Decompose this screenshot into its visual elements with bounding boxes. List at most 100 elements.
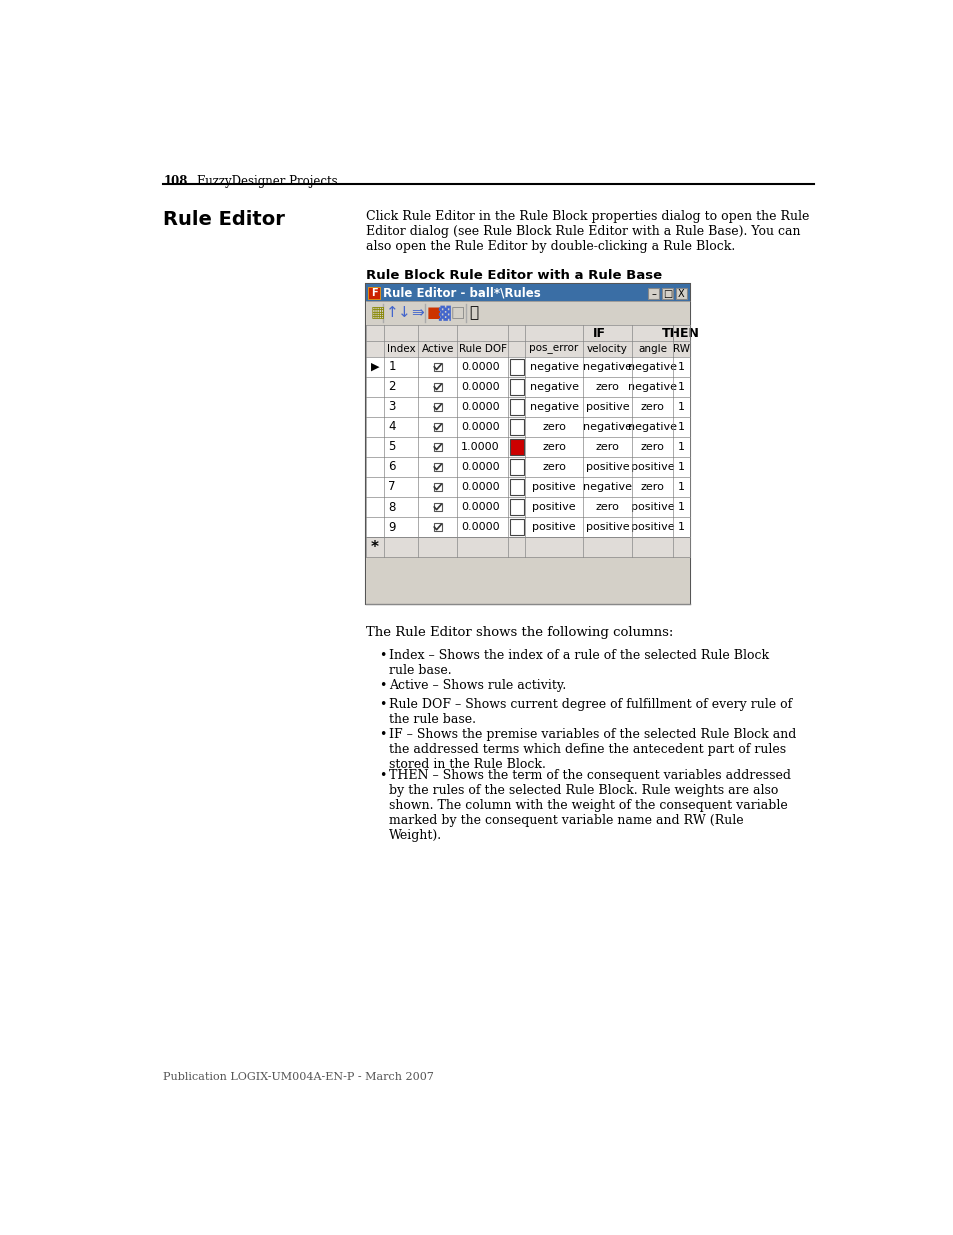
Text: positive: positive [630, 501, 674, 513]
Bar [365, 496, 689, 517]
Text: •: • [378, 698, 386, 710]
Text: negative: negative [627, 382, 677, 391]
Bar [509, 419, 523, 435]
Bar [365, 325, 689, 604]
Text: 0.0000: 0.0000 [460, 462, 499, 472]
Text: 1: 1 [677, 501, 684, 513]
Text: zero: zero [639, 442, 663, 452]
Text: Rule DOF: Rule DOF [458, 345, 506, 354]
Bar [365, 284, 689, 604]
Text: FuzzyDesigner Projects: FuzzyDesigner Projects [196, 175, 337, 188]
Text: angle: angle [638, 345, 666, 354]
Bar [365, 301, 689, 325]
Text: X: X [678, 289, 684, 299]
Text: 1: 1 [677, 422, 684, 432]
Text: positive: positive [585, 522, 629, 532]
Text: •: • [378, 769, 386, 782]
Text: 0.0000: 0.0000 [460, 501, 499, 513]
Text: 2: 2 [388, 380, 395, 394]
Text: 1: 1 [677, 442, 684, 452]
Bar [365, 517, 689, 537]
Text: negative: negative [627, 362, 677, 372]
Bar [433, 483, 441, 492]
Bar [509, 359, 523, 374]
Bar [365, 537, 689, 557]
Bar [509, 520, 523, 535]
Bar [433, 422, 441, 431]
Text: 1: 1 [677, 522, 684, 532]
Bar [509, 399, 523, 415]
Text: 0.0000: 0.0000 [460, 422, 499, 432]
Text: 1.0000: 1.0000 [460, 442, 499, 452]
Text: Active – Shows rule activity.: Active – Shows rule activity. [389, 679, 566, 692]
Text: ▦: ▦ [370, 305, 384, 320]
Text: positive: positive [630, 522, 674, 532]
Text: pos_error: pos_error [529, 345, 578, 354]
Text: negative: negative [529, 401, 578, 412]
Text: F: F [371, 288, 377, 298]
Bar [509, 499, 523, 515]
Bar [433, 403, 441, 411]
Text: zero: zero [595, 501, 618, 513]
Bar [365, 377, 689, 396]
Text: •: • [378, 679, 386, 692]
Text: negative: negative [529, 362, 578, 372]
Text: Index – Shows the index of a rule of the selected Rule Block
rule base.: Index – Shows the index of a rule of the… [389, 648, 768, 677]
Text: Click Rule Editor in the Rule Block properties dialog to open the Rule
Editor di: Click Rule Editor in the Rule Block prop… [365, 210, 808, 253]
Bar [433, 363, 441, 370]
Bar [433, 383, 441, 391]
Bar [433, 522, 441, 531]
Text: zero: zero [639, 482, 663, 492]
Text: –: – [651, 289, 656, 299]
Text: 1: 1 [388, 361, 395, 373]
Text: Index: Index [387, 345, 416, 354]
Text: velocity: velocity [586, 345, 627, 354]
Text: zero: zero [595, 382, 618, 391]
Text: negative: negative [627, 422, 677, 432]
Text: negative: negative [582, 362, 631, 372]
Text: •: • [378, 727, 386, 741]
Text: positive: positive [630, 462, 674, 472]
Bar [365, 477, 689, 496]
Text: 7: 7 [388, 480, 395, 494]
Text: Rule DOF – Shows current degree of fulfillment of every rule of
the rule base.: Rule DOF – Shows current degree of fulfi… [389, 698, 791, 726]
Text: Rule Editor: Rule Editor [163, 210, 285, 228]
Text: positive: positive [532, 501, 576, 513]
Text: ↓: ↓ [397, 305, 411, 320]
Text: 108: 108 [163, 175, 188, 188]
Text: 1: 1 [677, 462, 684, 472]
Text: 1: 1 [677, 382, 684, 391]
Text: zero: zero [639, 401, 663, 412]
Text: Rule Block Rule Editor with a Rule Base: Rule Block Rule Editor with a Rule Base [365, 269, 661, 282]
Text: 6: 6 [388, 461, 395, 473]
Bar [365, 417, 689, 437]
Text: 4: 4 [388, 420, 395, 433]
Text: 9: 9 [388, 520, 395, 534]
Bar [675, 288, 686, 299]
Text: 1: 1 [677, 482, 684, 492]
Bar [433, 503, 441, 511]
Text: zero: zero [595, 442, 618, 452]
Text: zero: zero [541, 462, 565, 472]
Text: 0.0000: 0.0000 [460, 362, 499, 372]
Bar [661, 288, 673, 299]
Text: ▓: ▓ [438, 305, 450, 321]
Text: zero: zero [541, 442, 565, 452]
Text: ↑: ↑ [385, 305, 398, 320]
Bar [509, 459, 523, 474]
Text: 1: 1 [677, 401, 684, 412]
Bar [509, 379, 523, 395]
Bar [365, 325, 689, 341]
Text: negative: negative [582, 422, 631, 432]
Text: RW: RW [672, 345, 689, 354]
Text: •: • [378, 648, 386, 662]
Bar [647, 288, 659, 299]
Text: Publication LOGIX-UM004A-EN-P - March 2007: Publication LOGIX-UM004A-EN-P - March 20… [163, 1072, 434, 1082]
Text: The Rule Editor shows the following columns:: The Rule Editor shows the following colu… [365, 626, 673, 638]
Bar [509, 479, 523, 495]
Text: 0.0000: 0.0000 [460, 401, 499, 412]
Text: 0.0000: 0.0000 [460, 382, 499, 391]
Text: IF: IF [592, 326, 605, 340]
Text: zero: zero [541, 422, 565, 432]
Text: □: □ [451, 305, 465, 320]
